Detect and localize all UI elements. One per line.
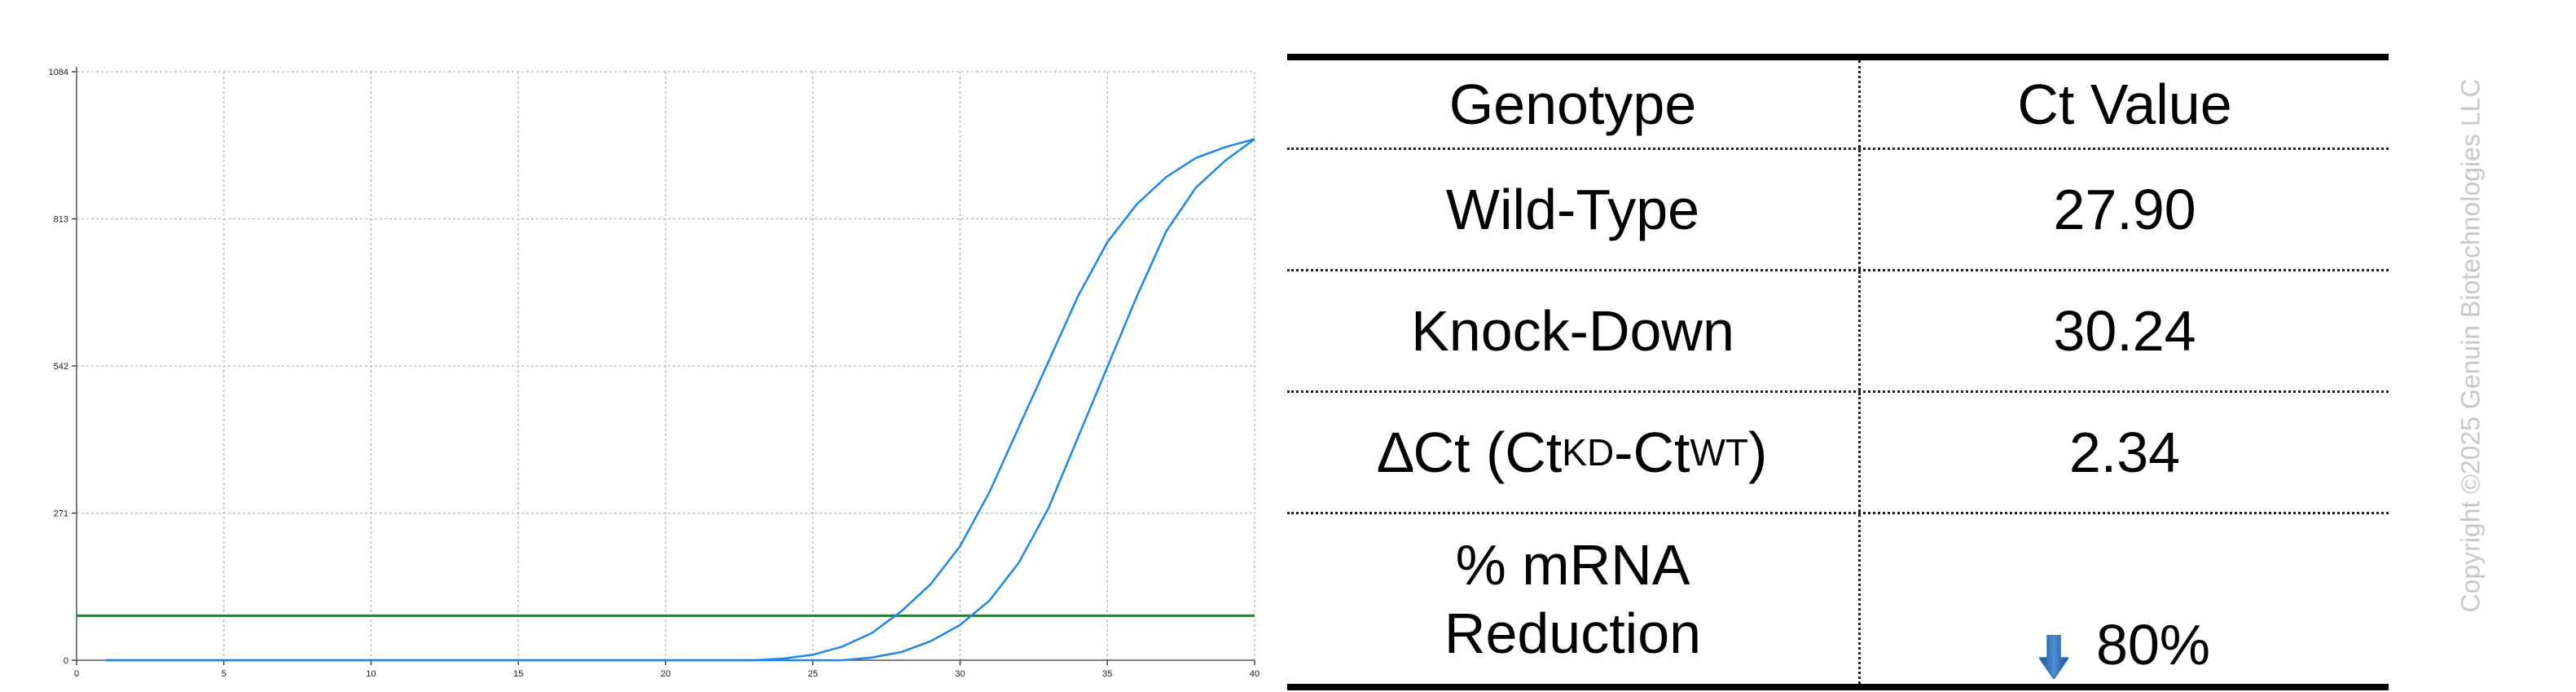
y-tick-label: 1084 [49,68,68,77]
y-tick-label: 271 [54,509,68,519]
x-tick-labels: 0 5 10 15 20 25 30 35 40 [74,669,1259,679]
amplification-curves [106,138,1255,662]
y-tick-label: 0 [64,656,68,666]
header-ct-value: Ct Value [2017,72,2232,136]
delta-mid: -Ct [1614,421,1690,484]
delta-ct-value: 2.34 [2068,421,2181,484]
reduction-label-line1: % mRNA [1455,533,1690,597]
row-value: 27.90 [2053,178,2196,241]
delta-ct-label: ∆Ct (Ct KD -Ct WT) [1287,393,1861,512]
row-label: Knock-Down [1287,271,1861,390]
x-tick-label: 20 [661,669,670,679]
copyright-watermark: Copyright ©2025 Genuin Biotechnologies L… [2455,78,2486,613]
x-tick-label: 15 [513,669,523,679]
down-arrow-icon [2038,635,2068,679]
x-tick-label: 0 [74,669,79,679]
table-row-reduction: % mRNA Reduction 80% [1287,514,2389,684]
ct-value-table: Genotype Ct Value Wild-Type 27.90 Knock-… [1287,54,2389,690]
table-top-rule [1287,54,2389,60]
x-tick-label: 30 [955,669,965,679]
x-tick-label: 35 [1102,669,1112,679]
x-tick-label: 10 [366,669,376,679]
delta-sub-kd: KD [1562,431,1615,474]
reduction-value: 80% [2095,613,2211,677]
reduction-value-cell: 80% [1861,514,2389,684]
y-tick-labels: 0 271 542 813 1084 [49,68,68,666]
y-tick-label: 542 [54,362,68,372]
delta-sub-wt: WT [1690,431,1748,474]
amplification-chart: 0 5 10 15 20 25 30 35 40 0 271 542 813 1084 [49,67,1259,679]
y-tick-label: 813 [54,215,68,225]
delta-suffix: ) [1748,421,1768,484]
chart-grid [77,71,1255,660]
reduction-label: % mRNA Reduction [1287,514,1861,684]
x-tick-label: 5 [222,669,226,679]
reduction-label-line2: Reduction [1444,602,1702,665]
row-value: 30.24 [2053,299,2196,363]
x-tick-label: 40 [1250,669,1259,679]
table-row-delta-ct: ∆Ct (Ct KD -Ct WT) 2.34 [1287,393,2389,514]
table-bottom-rule [1287,684,2389,690]
table-row-wild-type: Wild-Type 27.90 [1287,150,2389,271]
amplification-curve-2 [106,138,1255,662]
table-row-knock-down: Knock-Down 30.24 [1287,271,2389,393]
header-genotype: Genotype [1287,60,1861,148]
delta-prefix: ∆Ct (Ct [1378,421,1563,484]
x-tick-label: 25 [808,669,818,679]
row-label: Wild-Type [1287,150,1861,269]
amplification-curve-1 [106,138,1255,662]
table-header-row: Genotype Ct Value [1287,60,2389,150]
